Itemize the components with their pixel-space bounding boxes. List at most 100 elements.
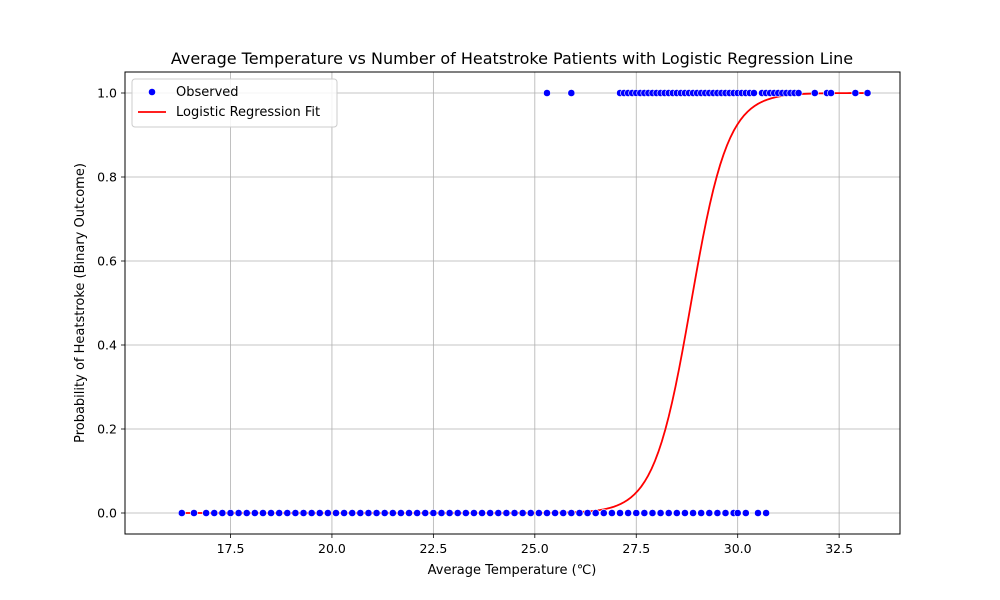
observed-point <box>559 509 568 517</box>
observed-point <box>445 509 454 517</box>
observed-point <box>275 509 284 517</box>
observed-point <box>551 509 559 517</box>
observed-point <box>502 509 511 517</box>
observed-point <box>689 509 697 517</box>
observed-point <box>388 509 397 517</box>
observed-point <box>218 509 227 517</box>
observed-point <box>624 509 633 517</box>
x-tick-label: 20.0 <box>318 541 346 556</box>
legend-box <box>131 78 338 128</box>
observed-point <box>543 509 551 517</box>
observed-point <box>250 509 259 517</box>
observed-point <box>583 509 592 517</box>
observed-point <box>478 509 486 517</box>
x-tick-label: 22.5 <box>419 541 447 556</box>
observed-point <box>754 509 762 517</box>
y-tick-label: 0.6 <box>97 254 117 269</box>
observed-point <box>599 509 608 517</box>
observed-point <box>608 509 616 517</box>
points-layer <box>177 89 872 517</box>
observed-point <box>421 509 430 517</box>
observed-point <box>437 509 446 517</box>
observed-point <box>307 509 316 517</box>
observed-point <box>348 509 357 517</box>
x-tick-label: 25.0 <box>521 541 549 556</box>
observed-point <box>526 509 535 517</box>
observed-point <box>591 509 600 517</box>
observed-point <box>741 509 750 517</box>
observed-point <box>413 509 422 517</box>
observed-point <box>575 509 584 517</box>
observed-point <box>299 509 308 517</box>
observed-point <box>567 89 576 97</box>
y-tick-label: 1.0 <box>97 86 117 101</box>
observed-point <box>827 89 835 97</box>
y-axis-label: Probability of Heatstroke (Binary Outcom… <box>73 163 88 443</box>
observed-point <box>794 89 803 97</box>
observed-point <box>340 509 349 517</box>
y-tick-label: 0.0 <box>97 506 117 521</box>
x-tick-label: 30.0 <box>724 541 752 556</box>
x-axis-ticks: 17.5 20.0 22.5 25.0 27.5 30.0 32.5 <box>217 534 853 556</box>
observed-point <box>380 509 389 517</box>
observed-point <box>405 509 413 517</box>
legend: Observed Logistic Regression Fit <box>131 78 338 128</box>
observed-point <box>234 509 243 517</box>
observed-point <box>672 509 681 517</box>
x-tick-label: 32.5 <box>825 541 853 556</box>
y-axis-ticks: 0.0 0.2 0.4 0.6 0.8 1.0 <box>97 86 125 521</box>
observed-point <box>259 509 267 517</box>
observed-point <box>567 509 576 517</box>
observed-point <box>453 509 462 517</box>
observed-point <box>332 509 340 517</box>
observed-point <box>242 509 251 517</box>
observed-point <box>486 509 495 517</box>
observed-point <box>397 509 405 517</box>
observed-point <box>851 89 860 97</box>
x-axis-label: Average Temperature (℃) <box>428 563 597 578</box>
observed-point <box>697 509 706 517</box>
observed-point <box>648 509 657 517</box>
observed-point <box>494 509 503 517</box>
observed-point <box>356 509 365 517</box>
observed-point <box>518 509 527 517</box>
legend-observed-marker <box>148 88 156 96</box>
observed-point <box>616 509 624 517</box>
y-tick-label: 0.4 <box>97 338 117 353</box>
observed-point <box>267 509 275 517</box>
y-tick-label: 0.8 <box>97 170 117 185</box>
observed-point <box>190 509 198 517</box>
observed-point <box>291 509 300 517</box>
observed-point <box>315 509 324 517</box>
plot-area <box>125 72 900 534</box>
observed-point <box>226 509 235 517</box>
observed-point <box>656 509 665 517</box>
observed-point <box>177 509 186 517</box>
observed-point <box>705 509 714 517</box>
observed-point <box>632 509 641 517</box>
legend-fit-label: Logistic Regression Fit <box>176 105 320 120</box>
observed-point <box>202 509 211 517</box>
observed-point <box>762 509 770 517</box>
observed-point <box>364 509 373 517</box>
observed-point <box>283 509 292 517</box>
observed-point <box>429 509 438 517</box>
observed-point <box>372 509 381 517</box>
observed-point <box>863 89 872 97</box>
x-tick-label: 17.5 <box>217 541 245 556</box>
observed-point <box>510 509 519 517</box>
observed-point <box>664 509 673 517</box>
observed-point <box>681 509 689 517</box>
observed-point <box>470 509 478 517</box>
observed-point <box>640 509 649 517</box>
y-tick-label: 0.2 <box>97 422 117 437</box>
observed-point <box>461 509 470 517</box>
observed-point <box>750 89 758 97</box>
observed-point <box>210 509 219 517</box>
observed-point <box>713 509 722 517</box>
chart-title: Average Temperature vs Number of Heatstr… <box>171 49 853 68</box>
x-tick-label: 27.5 <box>622 541 650 556</box>
observed-point <box>721 509 730 517</box>
observed-point <box>810 89 819 97</box>
